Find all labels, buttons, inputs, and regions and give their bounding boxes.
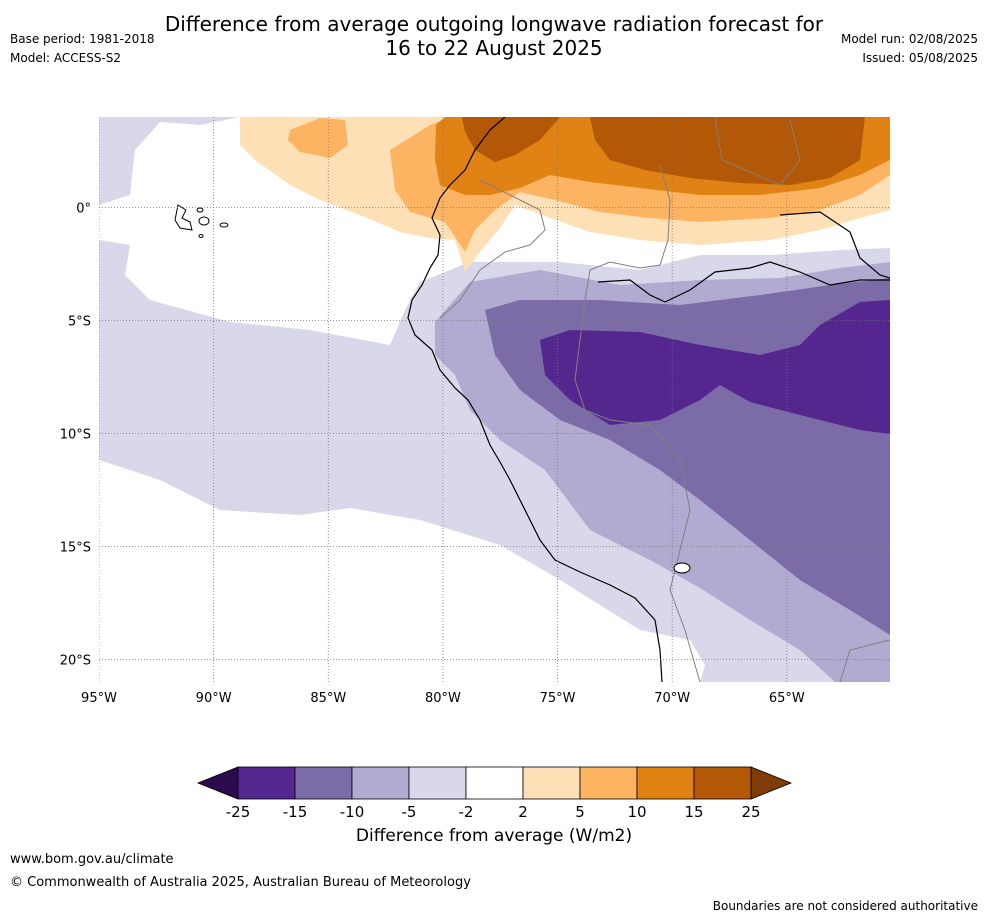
colorbar-tick-label: -5 [402,803,417,821]
longitude-tick-label: 70°W [654,691,690,706]
colorbar-segment [351,766,410,800]
coast-north [779,211,890,279]
longitude-tick-label: 65°W [769,691,805,706]
colorbar-tick-label: 25 [741,803,760,821]
colorbar: -25 -15 -10 -5 -2 2 5 10 15 25 [196,766,793,821]
colorbar-segment [636,766,695,800]
latitude-tick-label: 20°S [60,653,91,668]
contour-15-25 [462,117,865,185]
lake-titicaca [673,562,691,574]
copyright-text: © Commonwealth of Australia 2025, Austra… [10,875,471,890]
longitude-tick-label: 90°W [196,691,232,706]
colorbar-segment [465,766,524,800]
latitude-tick-label: 5°S [68,314,91,329]
longitude-tick-label: 95°W [81,691,117,706]
colorbar-tick-label: 10 [627,803,646,821]
latitude-tick-label: 10°S [60,427,91,442]
colorbar-segment [522,766,581,800]
longitude-tick-label: 80°W [425,691,461,706]
website-link[interactable]: www.bom.gov.au/climate [10,852,174,867]
title-line-2: 16 to 22 August 2025 [385,36,603,60]
latitude-tick-labels: 0° 5°S 10°S 15°S 20°S [60,201,91,668]
latitude-tick-label: 15°S [60,540,91,555]
colorbar-tick-label: -25 [226,803,251,821]
model-run-text: Model run: 02/08/2025 [840,32,978,46]
longitude-tick-label: 75°W [540,691,576,706]
longitude-tick-labels: 95°W 90°W 85°W 80°W 75°W 70°W 65°W [81,691,805,706]
graticule [99,117,890,682]
colorbar-tick-label: -2 [459,803,474,821]
colorbar-tick-label: 5 [575,803,585,821]
model-text: Model: ACCESS-S2 [10,51,122,65]
coastline [407,117,663,682]
colorbar-over-arrow [750,766,793,800]
colorbar-segment [237,766,296,800]
colorbar-label: Difference from average (W/m2) [355,826,633,846]
base-period-text: Base period: 1981-2018 [10,32,155,46]
colorbar-segment [408,766,467,800]
contour-neg25-neg15 [540,300,890,434]
colorbar-tick-label: 15 [684,803,703,821]
issued-text: Issued: 05/08/2025 [862,51,978,65]
colorbar-segment [294,766,353,800]
colorbar-segment [579,766,638,800]
map-plot-area [99,117,890,682]
colorbar-under-arrow [196,766,239,800]
latitude-tick-label: 0° [76,201,91,216]
disclaimer-text: Boundaries are not considered authoritat… [712,899,978,913]
colorbar-tick-label: 2 [518,803,528,821]
longitude-tick-label: 85°W [310,691,346,706]
country-borders [439,117,890,682]
colorbar-tick-label: -15 [283,803,308,821]
colorbar-tick-label: -10 [340,803,365,821]
galapagos-islands [174,204,229,238]
amazon-river [597,261,890,303]
map-title: Difference from average outgoing longwav… [0,12,988,60]
colorbar-segment [693,766,752,800]
title-line-1: Difference from average outgoing longwav… [164,12,824,36]
